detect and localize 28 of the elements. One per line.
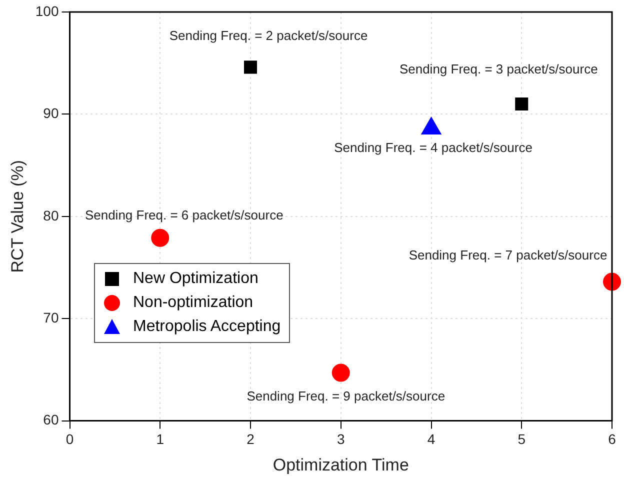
legend-label: Metropolis Accepting [133,317,281,337]
annotation: Sending Freq. = 2 packet/s/source [169,28,368,43]
point [603,272,621,291]
x-tick-label: 6 [608,431,616,448]
y-axis-title: RCT Value (%) [8,160,27,273]
x-tick-label: 0 [66,431,74,448]
x-tick-label: 1 [156,431,164,448]
y-tick-label: 90 [43,105,59,122]
y-tick-label: 80 [43,207,59,224]
x-axis-title: Optimization Time [272,455,409,474]
point [151,228,170,247]
point [244,60,258,74]
legend-label: New Optimization [133,269,258,289]
annotation: Sending Freq. = 3 packet/s/source [399,62,598,77]
legend-label: Non-optimization [133,293,254,313]
annotation: Sending Freq. = 6 packet/s/source [84,207,284,222]
annotation: Sending Freq. = 9 packet/s/source [246,388,446,404]
point [515,97,528,110]
annotation: Sending Freq. = 4 packet/s/source [334,140,532,156]
x-tick-label: 5 [518,431,526,448]
y-tick-label: 70 [43,309,59,326]
point [332,364,350,382]
y-tick-label: 60 [43,412,59,428]
x-tick-label: 2 [246,431,255,448]
x-tick-label: 4 [427,431,436,448]
x-tick-label: 3 [336,431,345,448]
annotation: Sending Freq. = 7 packet/s/source [408,247,608,262]
y-tick-label: 100 [35,2,59,19]
